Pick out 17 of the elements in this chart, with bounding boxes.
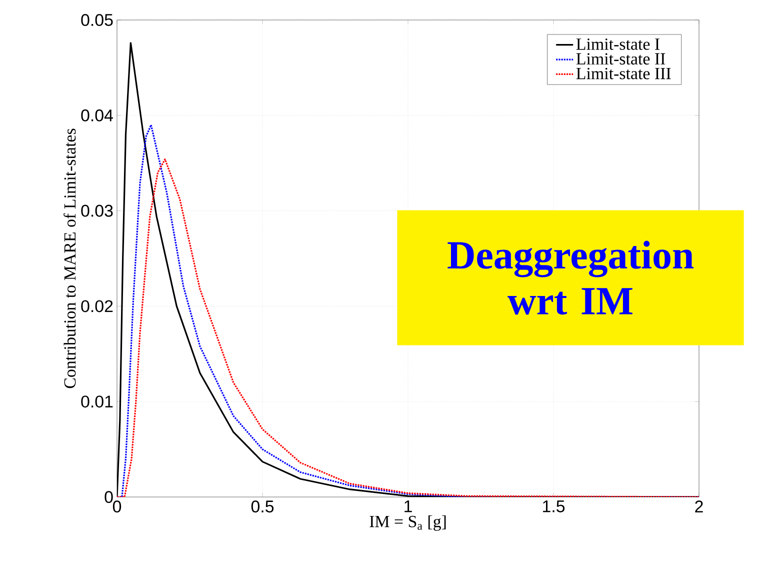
y-tick-label: 0.04 [81, 109, 113, 122]
x-tick-label: 1 [404, 500, 412, 512]
y-tick-label: 0.02 [81, 300, 113, 312]
y-tick-label: 0.03 [81, 204, 113, 217]
annotation: Deaggregation wrt IM [448, 240, 694, 315]
y-tick-label: 0 [104, 490, 113, 503]
y-tick-label: 0.05 [81, 14, 113, 26]
y-axis-title: Contribution to MARE of Limit-states [64, 128, 76, 388]
x-axis-title: IM = S$_{a}$ [g] [370, 515, 446, 531]
legend-label: Limit-state III [576, 68, 671, 80]
legend-label: Limit-state II [576, 53, 666, 65]
x-tick-label: 2 [695, 500, 703, 512]
legend-label: Limit-state I [576, 38, 660, 50]
x-tick-label: 1.5 [543, 500, 565, 512]
x-tick-label: 0 [112, 500, 122, 513]
x-tick-label: 0.5 [251, 500, 274, 513]
y-tick-label: 0.01 [81, 396, 113, 408]
